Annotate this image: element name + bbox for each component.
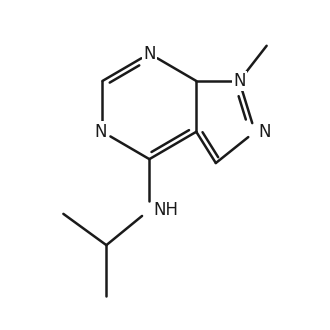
Text: N: N [94, 123, 107, 141]
Text: N: N [258, 123, 271, 141]
Text: N: N [233, 72, 246, 90]
Text: N: N [143, 45, 156, 63]
Text: NH: NH [153, 201, 178, 219]
